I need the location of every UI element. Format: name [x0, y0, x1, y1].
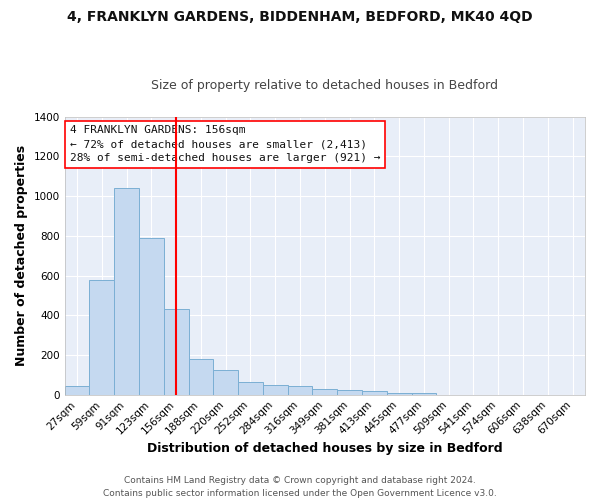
Y-axis label: Number of detached properties: Number of detached properties [15, 145, 28, 366]
Bar [287, 386, 313, 394]
Bar [65, 386, 89, 394]
Title: Size of property relative to detached houses in Bedford: Size of property relative to detached ho… [151, 79, 499, 92]
Bar [238, 382, 263, 394]
Text: 4 FRANKLYN GARDENS: 156sqm
← 72% of detached houses are smaller (2,413)
28% of s: 4 FRANKLYN GARDENS: 156sqm ← 72% of deta… [70, 125, 380, 163]
Bar [313, 389, 337, 394]
Text: 4, FRANKLYN GARDENS, BIDDENHAM, BEDFORD, MK40 4QD: 4, FRANKLYN GARDENS, BIDDENHAM, BEDFORD,… [67, 10, 533, 24]
Bar [89, 280, 114, 394]
Bar [164, 310, 188, 394]
Bar [139, 238, 164, 394]
Bar [263, 385, 287, 394]
Bar [362, 391, 387, 394]
X-axis label: Distribution of detached houses by size in Bedford: Distribution of detached houses by size … [147, 442, 503, 455]
Bar [337, 390, 362, 394]
Text: Contains HM Land Registry data © Crown copyright and database right 2024.
Contai: Contains HM Land Registry data © Crown c… [103, 476, 497, 498]
Bar [114, 188, 139, 394]
Bar [387, 392, 412, 394]
Bar [412, 392, 436, 394]
Bar [188, 359, 214, 394]
Bar [214, 370, 238, 394]
